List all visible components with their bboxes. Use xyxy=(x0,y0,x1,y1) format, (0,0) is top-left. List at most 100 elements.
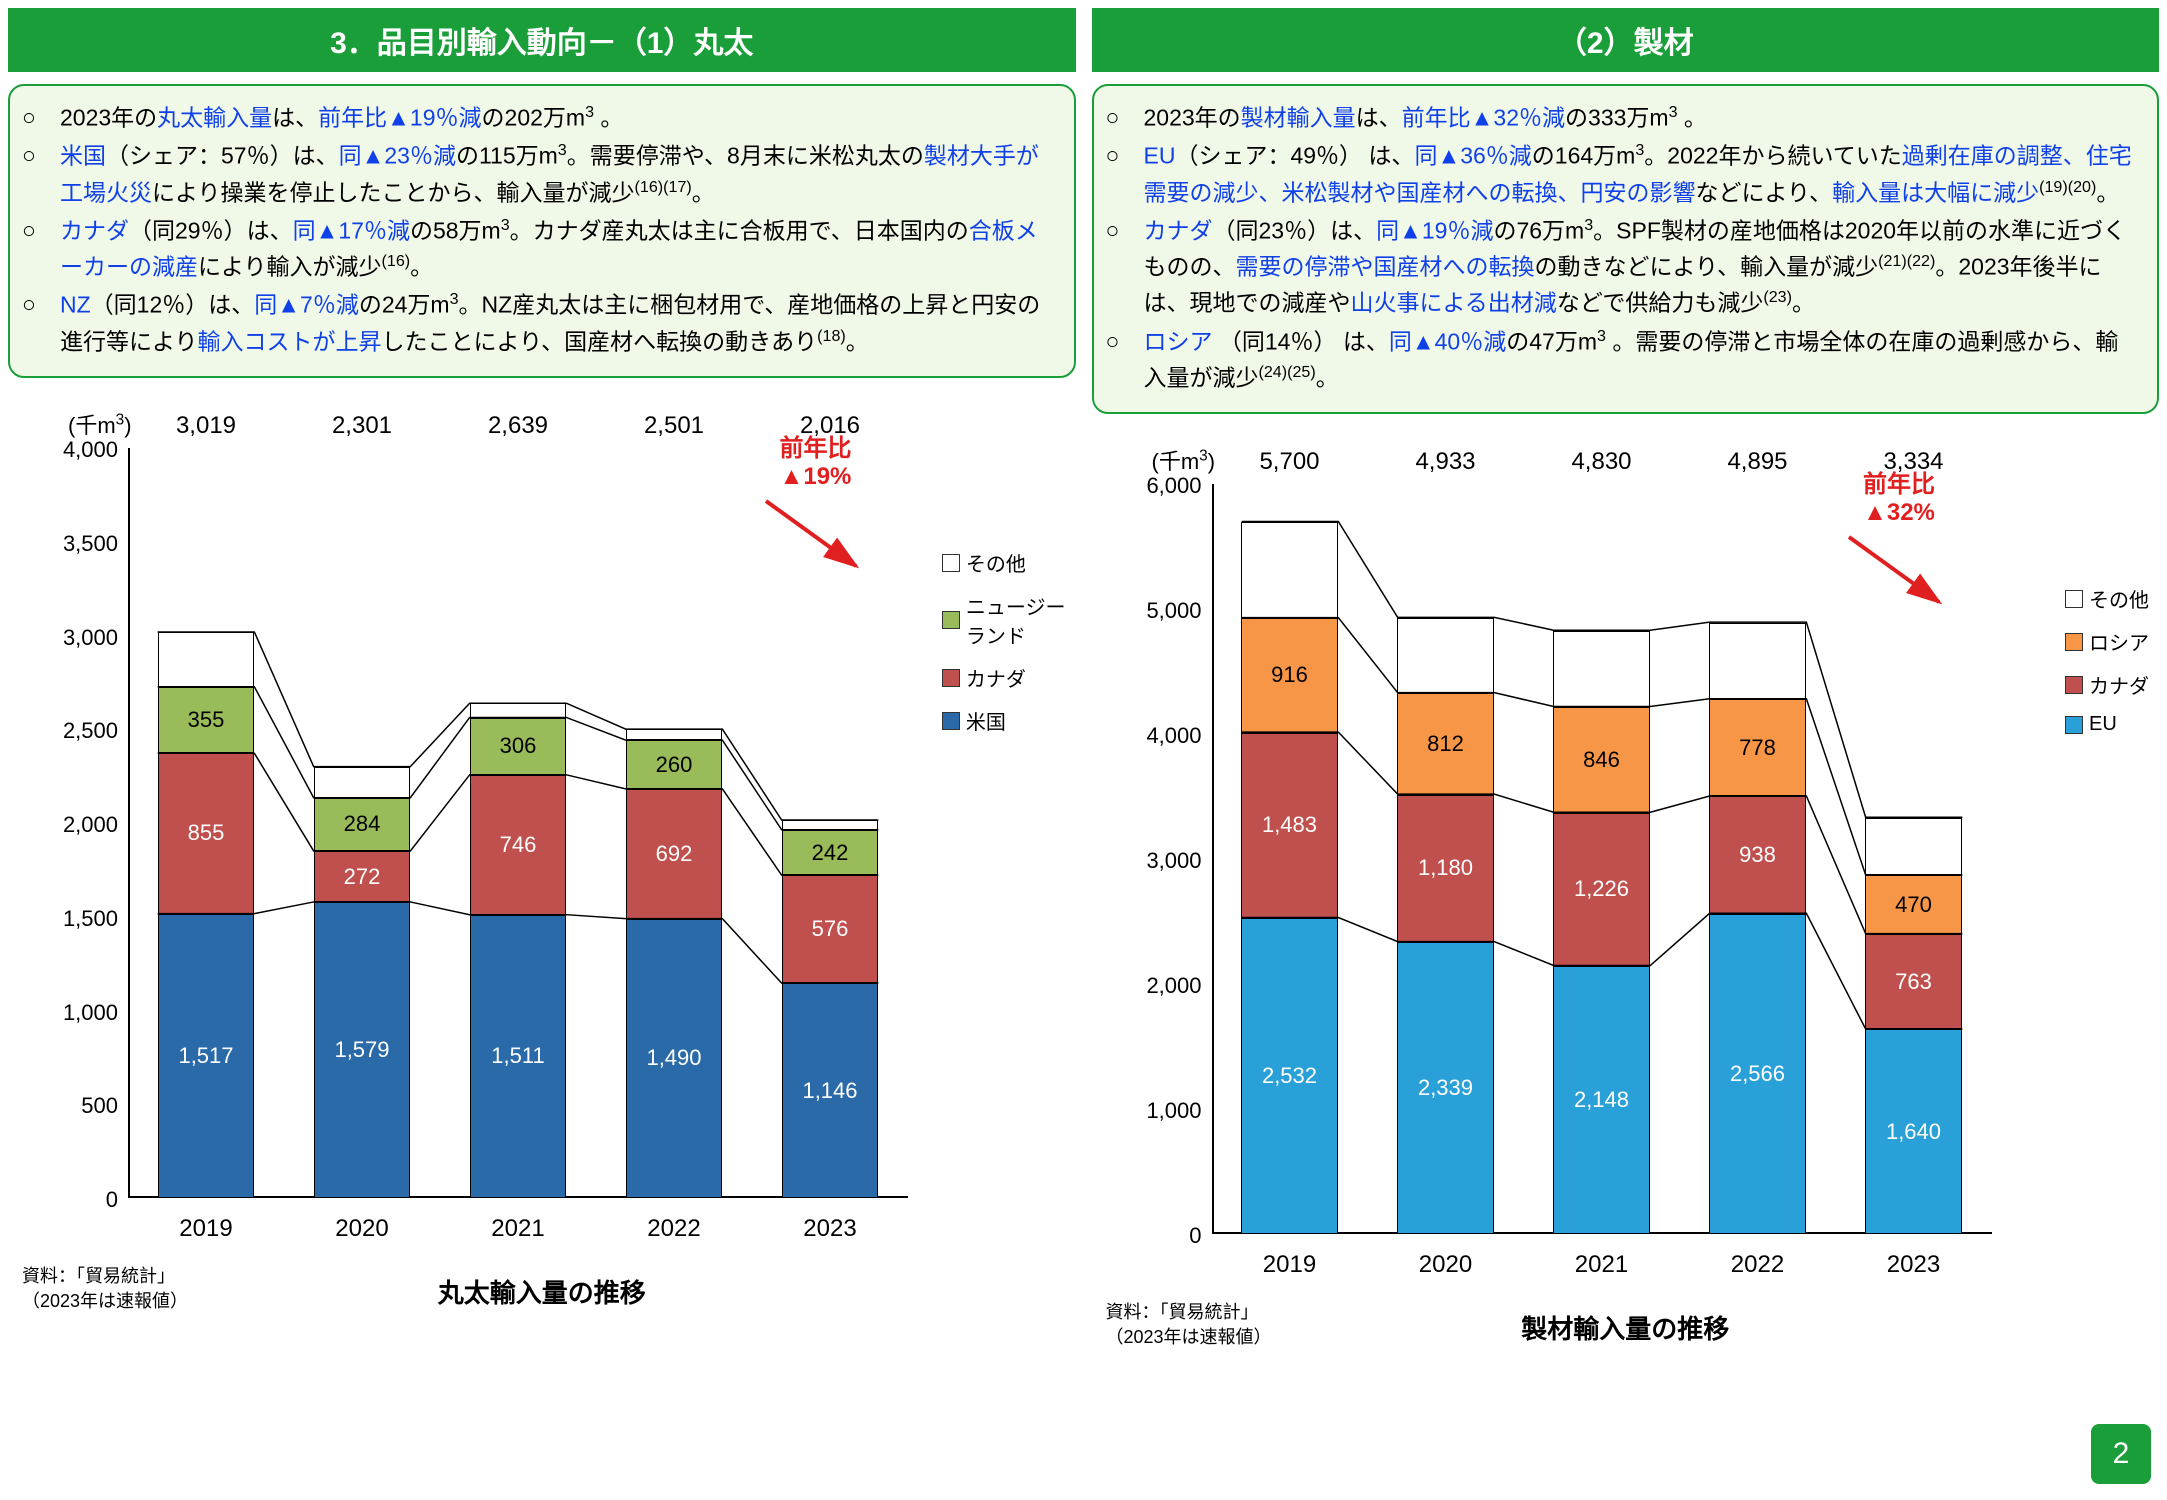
bar-total: 2,301 xyxy=(314,412,411,761)
segment-value: 778 xyxy=(1739,735,1776,761)
left-title: 3．品目別輸入動向－（1）丸太 xyxy=(8,8,1076,72)
bar-segment: 1,146 xyxy=(782,983,879,1198)
bar-segment xyxy=(626,729,723,740)
bullet: 2023年の丸太輸入量は、前年比▲19％減の202万m3 。 xyxy=(40,100,1054,136)
bar-segment xyxy=(1397,618,1494,693)
chart-unit: (千m3) xyxy=(68,408,132,440)
y-tick: 4,000 xyxy=(1122,723,1202,749)
y-tick: 0 xyxy=(1122,1223,1202,1249)
bar-segment: 692 xyxy=(626,789,723,919)
segment-value: 1,640 xyxy=(1886,1119,1941,1145)
bar-segment: 284 xyxy=(314,798,411,851)
category-label: 2023 xyxy=(782,1215,879,1243)
legend: その他ニュージーランドカナダ米国 xyxy=(942,548,1066,749)
bar-total: 2,639 xyxy=(470,412,567,697)
y-tick: 3,000 xyxy=(38,625,118,651)
y-tick: 2,500 xyxy=(38,718,118,744)
bar-total: 5,700 xyxy=(1241,448,1338,516)
legend-swatch xyxy=(942,669,960,687)
bar-group: 2,3391,1808124,9332020 xyxy=(1397,484,1494,1234)
right-textbox: 2023年の製材輸入量は、前年比▲32％減の333万m3 。EU（シェア：49％… xyxy=(1092,84,2160,414)
segment-value: 306 xyxy=(500,733,537,759)
legend-item: その他 xyxy=(942,548,1066,577)
bar-segment: 1,180 xyxy=(1397,795,1494,943)
legend-item: 米国 xyxy=(942,706,1066,735)
y-tick: 2,000 xyxy=(1122,973,1202,999)
category-label: 2019 xyxy=(1241,1251,1338,1279)
segment-value: 812 xyxy=(1427,731,1464,757)
chart-title: 製材輸入量の推移 xyxy=(1521,1309,1729,1346)
right-chart: (千m3)01,0002,0003,0004,0005,0006,0002,53… xyxy=(1092,424,2160,1354)
bar-segment: 576 xyxy=(782,875,879,983)
y-tick: 0 xyxy=(38,1187,118,1213)
legend-swatch xyxy=(2065,590,2083,608)
segment-value: 1,226 xyxy=(1574,876,1629,902)
bar-segment xyxy=(314,767,411,798)
bar-segment: 1,490 xyxy=(626,919,723,1198)
bar-segment: 242 xyxy=(782,830,879,875)
legend-label: その他 xyxy=(966,548,1026,577)
legend-label: カナダ xyxy=(2089,670,2149,699)
bar-segment xyxy=(782,820,879,830)
bar-segment: 272 xyxy=(314,851,411,902)
bar-total: 4,830 xyxy=(1553,448,1650,624)
bar-segment xyxy=(1709,623,1806,700)
bar-group: 2,1481,2268464,8302021 xyxy=(1553,484,1650,1234)
y-tick: 3,000 xyxy=(1122,848,1202,874)
legend-label: その他 xyxy=(2089,584,2149,613)
left-chart: (千m3)05001,0001,5002,0002,5003,0003,5004… xyxy=(8,388,1076,1318)
bar-segment: 778 xyxy=(1709,699,1806,796)
page-number: 2 xyxy=(2091,1424,2151,1484)
bar-total: 4,933 xyxy=(1397,448,1494,611)
bar-total: 3,019 xyxy=(158,412,255,626)
bar-total: 4,895 xyxy=(1709,448,1806,616)
left-textbox: 2023年の丸太輸入量は、前年比▲19％減の202万m3 。米国（シェア：57％… xyxy=(8,84,1076,378)
legend-item: カナダ xyxy=(2065,670,2149,699)
bar-segment: 2,566 xyxy=(1709,914,1806,1235)
segment-value: 916 xyxy=(1271,662,1308,688)
segment-value: 355 xyxy=(188,707,225,733)
bar-segment xyxy=(158,632,255,687)
segment-value: 1,180 xyxy=(1418,855,1473,881)
bar-group: 2,5669387784,8952022 xyxy=(1709,484,1806,1234)
y-tick: 500 xyxy=(38,1093,118,1119)
legend-item: EU xyxy=(2065,713,2149,736)
chart-unit: (千m3) xyxy=(1152,444,1216,476)
segment-value: 2,339 xyxy=(1418,1075,1473,1101)
legend: その他ロシアカナダEU xyxy=(2065,584,2149,750)
bar-group: 1,5117463062,6392021 xyxy=(470,448,567,1198)
legend-swatch xyxy=(2065,716,2083,734)
segment-value: 1,146 xyxy=(802,1078,857,1104)
bullet: EU（シェア：49％） は、同▲36％減の164万m3。2022年から続いていた… xyxy=(1124,138,2138,211)
left-column: 3．品目別輸入動向－（1）丸太 2023年の丸太輸入量は、前年比▲19％減の20… xyxy=(0,0,1084,1500)
segment-value: 692 xyxy=(656,841,693,867)
segment-value: 576 xyxy=(812,916,849,942)
bullet: ロシア （同14％） は、同▲40％減の47万m3 。需要の停滞と市場全体の在庫… xyxy=(1124,324,2138,397)
segment-value: 1,579 xyxy=(334,1037,389,1063)
segment-value: 242 xyxy=(812,840,849,866)
segment-value: 846 xyxy=(1583,747,1620,773)
bar-segment: 355 xyxy=(158,687,255,754)
segment-value: 2,532 xyxy=(1262,1063,1317,1089)
legend-swatch xyxy=(942,611,960,629)
right-title: （2）製材 xyxy=(1092,8,2160,72)
legend-label: 米国 xyxy=(966,706,1006,735)
bar-group: 2,5321,4839165,7002019 xyxy=(1241,484,1338,1234)
bar-segment: 2,148 xyxy=(1553,966,1650,1235)
segment-value: 1,490 xyxy=(646,1045,701,1071)
y-tick: 3,500 xyxy=(38,531,118,557)
legend-swatch xyxy=(942,554,960,572)
legend-swatch xyxy=(2065,676,2083,694)
chart-source: 資料：「貿易統計」（2023年は速報値） xyxy=(22,1264,188,1314)
bar-segment: 2,532 xyxy=(1241,918,1338,1235)
bar-segment xyxy=(1865,818,1962,876)
y-tick: 4,000 xyxy=(38,437,118,463)
right-column: （2）製材 2023年の製材輸入量は、前年比▲32％減の333万m3 。EU（シ… xyxy=(1084,0,2167,1500)
bar-segment: 306 xyxy=(470,718,567,775)
segment-value: 2,566 xyxy=(1730,1061,1785,1087)
segment-value: 1,483 xyxy=(1262,812,1317,838)
segment-value: 2,148 xyxy=(1574,1087,1629,1113)
legend-label: EU xyxy=(2089,713,2117,736)
bar-segment: 1,640 xyxy=(1865,1029,1962,1234)
bar-group: 1,5792722842,3012020 xyxy=(314,448,411,1198)
